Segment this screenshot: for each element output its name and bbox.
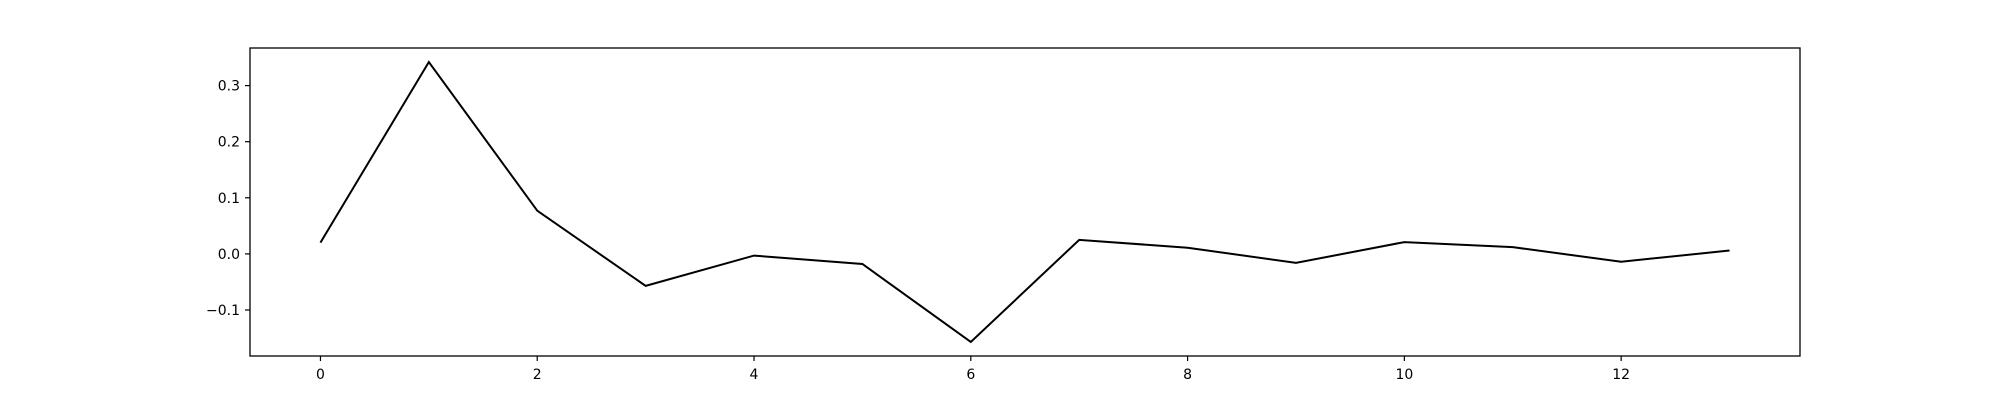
x-tick-label: 10 xyxy=(1395,367,1413,383)
series-line-0 xyxy=(319,60,1730,344)
x-tick-label: 8 xyxy=(1183,367,1192,383)
axes: 0 2 4 6 8 10 12 −0.1 0.0 0.1 0.2 0.3 xyxy=(206,47,1801,383)
x-tick-label: 2 xyxy=(533,367,542,383)
x-tick-label: 6 xyxy=(966,367,975,383)
y-tick-label: 0.3 xyxy=(218,79,240,95)
axes-frame xyxy=(249,47,1801,357)
x-tick-label: 12 xyxy=(1612,367,1630,383)
x-tick-label: 4 xyxy=(750,367,759,383)
y-tick-label: 0.0 xyxy=(218,247,240,263)
y-tick-label: 0.2 xyxy=(218,135,240,151)
x-tick-label: 0 xyxy=(316,367,325,383)
y-tick-label: 0.1 xyxy=(218,191,240,207)
plot-area xyxy=(319,60,1730,344)
y-tick-label: −0.1 xyxy=(206,303,240,319)
